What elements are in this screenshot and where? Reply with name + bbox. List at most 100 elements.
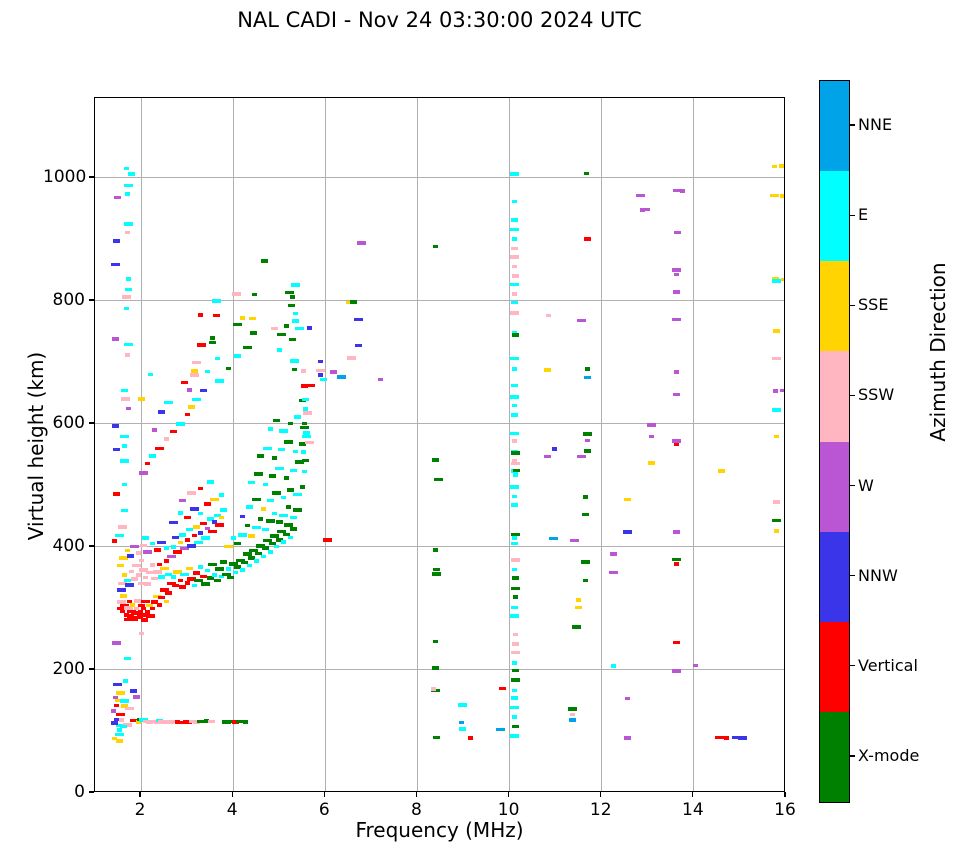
data-point-e [294,414,302,419]
data-point-e [303,431,311,436]
data-point-nne [336,374,346,379]
data-point-w [673,273,679,277]
data-point-e [261,528,269,532]
data-point-x-mode [288,422,294,426]
colorbar-tick [850,575,855,577]
data-point-sse [115,738,123,743]
data-point-sse [116,563,124,567]
data-point-x-mode [234,564,242,569]
data-point-ssw [133,606,139,610]
data-point-x-mode [203,719,209,724]
data-point-e [142,535,150,540]
data-point-ssw [139,544,147,548]
data-point-x-mode [226,367,232,371]
data-point-x-mode [433,736,441,740]
data-point-sse [130,603,136,608]
data-point-e [260,554,266,558]
data-point-x-mode [283,523,293,528]
colorbar-segment-nnw [820,531,849,622]
data-point-ssw [512,632,518,636]
data-point-vertical [177,579,183,583]
data-point-x-mode [571,624,581,629]
data-point-ssw [773,500,781,505]
x-tick-label: 6 [318,800,330,820]
data-point-sse [159,567,169,570]
data-point-e [511,689,517,693]
data-point-e [212,572,218,577]
data-point-e [303,406,309,411]
colorbar-segment-w [820,441,849,532]
colorbar-axis-label: Azimuth Direction [926,262,950,442]
data-point-ssw [509,254,519,259]
data-point-e [289,358,299,363]
data-point-x-mode [249,548,259,552]
data-point-x-mode [283,440,293,445]
data-point-x-mode [251,497,261,501]
data-point-w [143,549,153,554]
data-point-x-mode [510,450,520,455]
data-point-w [671,668,681,673]
data-point-sse [774,528,780,533]
data-point-w [639,207,645,212]
data-point-e [198,564,204,569]
data-point-e [123,679,129,684]
data-point-ssw [509,310,519,315]
data-point-e [263,447,273,451]
data-point-sse [210,497,220,501]
data-point-vertical [584,236,592,241]
data-point-e [147,373,153,377]
data-point-vertical [673,562,679,567]
data-point-e [233,571,238,575]
data-point-vertical [165,591,173,596]
data-point-w [113,695,119,699]
data-point-x-mode [208,341,216,345]
data-point-e [179,532,187,537]
colorbar-tick [850,124,855,126]
data-point-vertical [207,530,217,534]
data-point-e [246,563,252,567]
grid-line-vertical [601,98,603,791]
data-point-e [510,503,518,508]
y-tick-label: 600 [52,412,85,433]
data-point-x-mode [581,560,591,565]
data-point-vertical [120,610,126,614]
data-point-w [186,388,192,393]
colorbar-segment-sse [820,261,849,352]
data-point-e [509,227,519,231]
x-tick [323,792,325,797]
data-point-e [292,318,300,323]
data-point-x-mode [248,556,256,561]
data-point-w [113,195,121,199]
data-point-vertical [156,562,162,566]
data-point-sse [190,369,198,374]
colorbar-segment-nne [820,81,849,172]
data-point-e [458,727,466,732]
data-point-w [576,319,586,323]
data-point-vertical [673,443,679,447]
data-point-w [569,538,579,542]
data-point-x-mode [227,576,235,580]
data-point-ssw [131,563,141,567]
data-point-vertical [175,720,181,725]
data-point-x-mode [300,425,310,429]
data-point-x-mode [261,546,269,551]
data-point-ssw [511,265,517,269]
data-point-sse [771,164,777,168]
y-tick [89,176,94,178]
data-point-sse [224,545,234,549]
data-point-sse [718,468,725,473]
data-point-vertical [145,609,151,614]
data-point-e [124,288,132,292]
data-point-vertical [172,583,180,587]
data-point-vertical [134,616,144,620]
data-point-x-mode [222,719,232,724]
data-point-x-mode [433,639,439,643]
data-point-nne [569,717,577,722]
data-point-e [198,511,204,515]
data-point-e [266,499,274,503]
data-point-sse [185,567,193,570]
x-tick [508,792,510,797]
data-point-vertical [179,720,187,724]
data-point-x-mode [583,578,589,582]
data-point-ssw [511,291,517,296]
